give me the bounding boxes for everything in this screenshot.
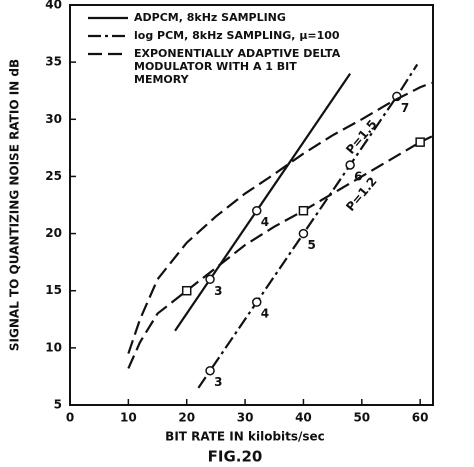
x-tick-label: 40	[295, 411, 312, 425]
point-label: 4	[261, 307, 269, 321]
series-line	[127, 81, 433, 354]
marker	[298, 205, 309, 216]
legend-label: ADPCM, 8kHz SAMPLING	[134, 11, 286, 24]
x-axis-label: BIT RATE IN kilobits/sec	[165, 430, 325, 444]
marker	[181, 285, 192, 296]
legend-label: MODULATOR WITH A 1 BIT	[134, 60, 297, 73]
plot-frame	[69, 4, 434, 406]
x-tick-label: 20	[178, 411, 195, 425]
point-label: 4	[261, 215, 269, 229]
x-tick-label: 50	[353, 411, 370, 425]
y-tick-label: 10	[45, 340, 62, 354]
point-label: 3	[214, 284, 222, 298]
legend-label: MEMORY	[134, 73, 190, 86]
x-tick-label: 60	[412, 411, 429, 425]
point-label: 6	[354, 170, 362, 184]
y-tick-label: 30	[45, 112, 62, 126]
series-line	[174, 72, 352, 332]
y-tick-label: 40	[45, 0, 62, 12]
y-axis-label: SIGNAL TO QUANTIZING NOISE RATIO IN dB	[8, 59, 22, 351]
legend-label: log PCM, 8kHz SAMPLING, μ=100	[134, 29, 340, 42]
x-tick-label: 30	[237, 411, 254, 425]
chart-title: FIG.20	[208, 448, 263, 466]
point-label: 5	[307, 238, 315, 252]
series-line	[197, 63, 419, 389]
curve-label: P=1.5	[343, 117, 380, 157]
marker	[298, 228, 309, 239]
point-label: 7	[401, 101, 409, 115]
series-line	[127, 135, 433, 369]
point-label: 3	[214, 375, 222, 389]
marker	[205, 365, 215, 376]
y-tick-label: 35	[45, 55, 62, 69]
marker	[345, 160, 355, 170]
x-tick-label: 10	[120, 411, 137, 425]
y-tick-label: 20	[45, 226, 62, 240]
y-tick-label: 15	[45, 283, 62, 297]
marker	[252, 205, 262, 216]
y-tick-label: 5	[54, 398, 62, 412]
marker	[415, 137, 425, 147]
x-tick-label: 0	[66, 411, 74, 425]
marker	[205, 274, 215, 285]
y-tick-label: 25	[45, 169, 62, 183]
marker	[252, 297, 262, 307]
legend-label: EXPONENTIALLY ADAPTIVE DELTA	[134, 47, 341, 60]
